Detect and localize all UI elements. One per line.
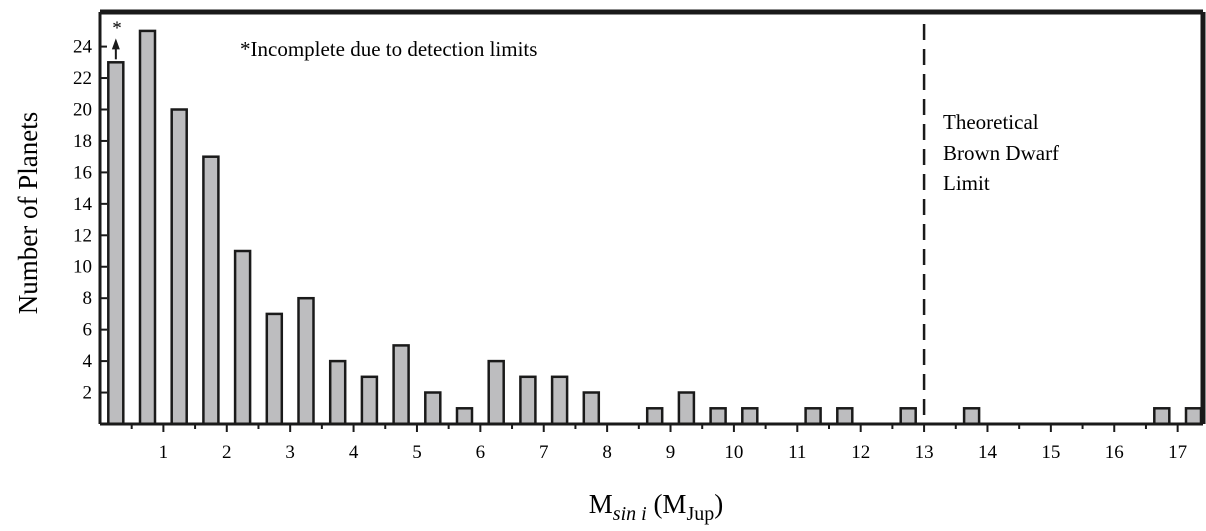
bar-14 bbox=[550, 375, 569, 426]
x-axis-label-unit-close: ) bbox=[714, 489, 723, 519]
bar-6 bbox=[297, 296, 315, 426]
x-tick-label-15: 15 bbox=[1041, 442, 1060, 463]
x-tick-label-8: 8 bbox=[602, 442, 612, 463]
x-ticks-group: 1 2 3 4 5 6 7 8 9 10 11 12 13 14 15 16 17 bbox=[130, 424, 1187, 463]
y-tick-label-24: 24 bbox=[73, 37, 93, 58]
bar-11 bbox=[455, 407, 474, 426]
x-axis-label-main: M bbox=[589, 489, 613, 519]
x-tick-label-9: 9 bbox=[666, 442, 676, 463]
x-tick-label-10: 10 bbox=[724, 442, 743, 463]
bar-2 bbox=[170, 108, 188, 426]
y-tick-label-8: 8 bbox=[83, 288, 93, 309]
x-tick-label-12: 12 bbox=[851, 442, 870, 463]
bar-16 bbox=[645, 407, 664, 426]
bar-1 bbox=[138, 29, 157, 426]
bar-20 bbox=[804, 407, 822, 426]
limit-label-line-2: Brown Dwarf bbox=[943, 141, 1059, 165]
x-axis-label-unit-sub: Jup bbox=[686, 503, 714, 525]
bar-18 bbox=[709, 407, 727, 426]
bar-3 bbox=[202, 155, 220, 426]
bar-25 bbox=[1184, 407, 1203, 426]
x-tick-label-17: 17 bbox=[1168, 442, 1187, 463]
x-tick-label-3: 3 bbox=[285, 442, 295, 463]
bar-13 bbox=[519, 375, 537, 426]
bar-4 bbox=[233, 249, 252, 426]
bar-0 bbox=[107, 61, 125, 426]
x-tick-label-5: 5 bbox=[412, 442, 422, 463]
incomplete-arrow-head bbox=[111, 38, 120, 50]
limit-label-line-3: Limit bbox=[943, 171, 990, 195]
x-tick-label-11: 11 bbox=[788, 442, 806, 463]
incomplete-note: *Incomplete due to detection limits bbox=[240, 37, 537, 61]
y-tick-label-2: 2 bbox=[83, 383, 93, 404]
x-tick-label-2: 2 bbox=[222, 442, 232, 463]
y-tick-label-12: 12 bbox=[73, 225, 92, 246]
bar-24 bbox=[1153, 407, 1171, 426]
limit-label-line-1: Theoretical bbox=[943, 110, 1039, 134]
x-axis-label-unit-open: (M bbox=[647, 489, 687, 519]
y-tick-label-20: 20 bbox=[73, 99, 92, 120]
bar-22 bbox=[899, 407, 917, 426]
bar-9 bbox=[392, 344, 410, 426]
bars-group bbox=[107, 29, 1203, 426]
bar-8 bbox=[360, 375, 379, 426]
incomplete-asterisk: * bbox=[112, 18, 122, 39]
annotations-group: * *Incomplete due to detection limits Th… bbox=[111, 18, 1059, 195]
x-tick-label-1: 1 bbox=[159, 442, 169, 463]
bar-12 bbox=[487, 359, 505, 426]
bar-19 bbox=[741, 407, 759, 426]
x-tick-label-6: 6 bbox=[476, 442, 486, 463]
bar-10 bbox=[424, 391, 442, 426]
bar-5 bbox=[265, 312, 284, 426]
y-tick-label-4: 4 bbox=[83, 351, 93, 372]
y-tick-label-16: 16 bbox=[73, 162, 92, 183]
x-tick-label-13: 13 bbox=[915, 442, 934, 463]
plot-frame-group bbox=[98, 9, 1206, 426]
x-tick-label-4: 4 bbox=[349, 442, 359, 463]
y-tick-label-6: 6 bbox=[83, 320, 93, 341]
x-tick-label-14: 14 bbox=[978, 442, 998, 463]
x-tick-label-7: 7 bbox=[539, 442, 549, 463]
y-tick-label-14: 14 bbox=[73, 194, 93, 215]
bar-23 bbox=[962, 407, 981, 426]
x-tick-label-16: 16 bbox=[1105, 442, 1124, 463]
y-tick-label-10: 10 bbox=[73, 257, 92, 278]
y-tick-label-22: 22 bbox=[73, 68, 92, 89]
bar-7 bbox=[328, 359, 347, 426]
bar-15 bbox=[582, 391, 601, 426]
x-axis-label: Msin i (MJup) bbox=[589, 489, 723, 525]
x-axis-label-sub: sin i bbox=[613, 503, 647, 525]
bar-21 bbox=[836, 407, 854, 426]
y-axis-label: Number of Planets bbox=[13, 112, 43, 314]
y-tick-label-18: 18 bbox=[73, 131, 92, 152]
bar-17 bbox=[677, 391, 696, 426]
